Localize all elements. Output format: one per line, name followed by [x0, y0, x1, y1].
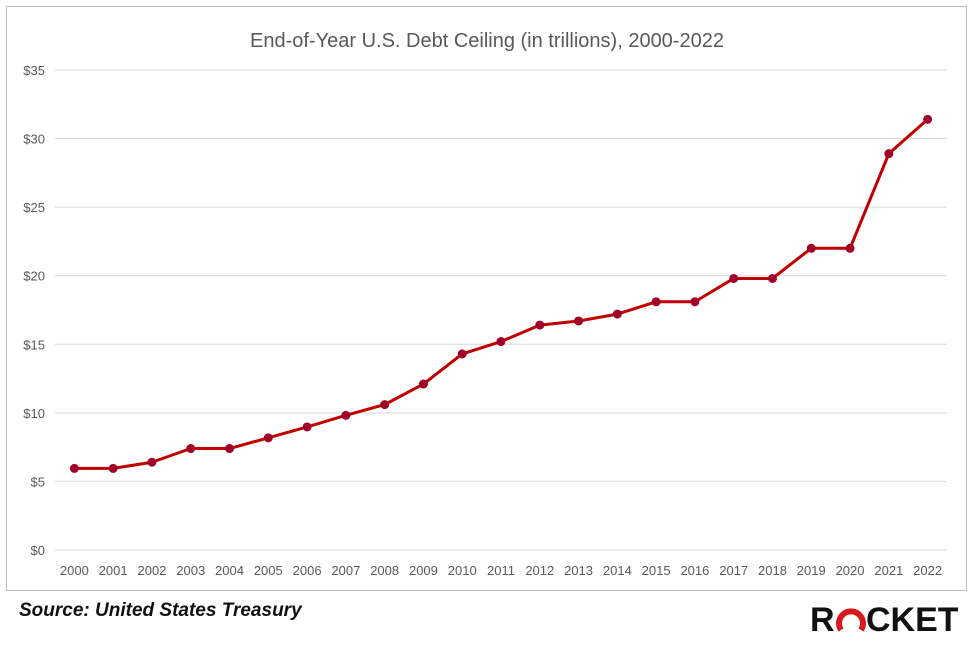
- y-tick-label: $5: [31, 474, 45, 489]
- x-tick-label: 2020: [836, 563, 865, 578]
- data-point: [108, 463, 118, 473]
- data-point: [651, 297, 661, 307]
- chart-frame: End-of-Year U.S. Debt Ceiling (in trilli…: [6, 6, 967, 591]
- x-tick-label: 2000: [60, 563, 89, 578]
- data-point: [418, 379, 428, 389]
- y-tick-label: $10: [23, 406, 45, 421]
- x-tick-label: 2014: [603, 563, 632, 578]
- svg-text:CKET: CKET: [866, 601, 958, 638]
- data-point: [845, 243, 855, 253]
- data-point: [302, 422, 312, 432]
- data-point: [380, 400, 390, 410]
- x-tick-label: 2015: [642, 563, 671, 578]
- data-point: [767, 273, 777, 283]
- data-point: [496, 337, 506, 347]
- y-axis-tick-labels: $0 $5 $10 $15 $20 $25 $30 $35: [23, 63, 45, 558]
- x-tick-label: 2012: [525, 563, 554, 578]
- x-tick-label: 2011: [487, 563, 515, 578]
- data-point: [690, 297, 700, 307]
- data-point: [186, 444, 196, 454]
- x-tick-label: 2019: [797, 563, 826, 578]
- y-tick-label: $0: [31, 543, 45, 558]
- x-tick-label: 2013: [564, 563, 593, 578]
- rocket-logo: R CKET: [810, 601, 958, 638]
- data-point: [147, 457, 157, 467]
- x-tick-label: 2005: [254, 563, 283, 578]
- data-point: [69, 463, 79, 473]
- data-point: [729, 273, 739, 283]
- x-tick-label: 2008: [370, 563, 399, 578]
- y-tick-label: $30: [23, 132, 45, 147]
- data-point: [574, 316, 584, 326]
- y-tick-label: $15: [23, 337, 45, 352]
- rocket-logo-o-icon: [836, 608, 866, 632]
- x-tick-label: 2022: [913, 563, 942, 578]
- data-point: [535, 320, 545, 330]
- data-point: [612, 309, 622, 319]
- grid-lines: [55, 69, 947, 551]
- y-tick-label: $20: [23, 269, 45, 284]
- x-tick-label: 2002: [137, 563, 166, 578]
- data-point: [806, 243, 816, 253]
- line-chart: End-of-Year U.S. Debt Ceiling (in trilli…: [23, 30, 947, 578]
- x-tick-label: 2007: [331, 563, 360, 578]
- x-tick-label: 2017: [719, 563, 748, 578]
- x-tick-label: 2021: [874, 563, 903, 578]
- source-note: Source: United States Treasury: [19, 600, 302, 621]
- svg-text:R: R: [810, 601, 835, 638]
- x-tick-label: 2001: [99, 563, 128, 578]
- x-tick-label: 2016: [680, 563, 709, 578]
- x-tick-label: 2009: [409, 563, 438, 578]
- data-point: [884, 149, 894, 159]
- chart-title: End-of-Year U.S. Debt Ceiling (in trilli…: [250, 30, 724, 52]
- x-tick-label: 2018: [758, 563, 787, 578]
- data-point: [923, 114, 933, 124]
- data-point: [457, 349, 467, 359]
- data-point: [263, 433, 273, 443]
- y-tick-label: $25: [23, 200, 45, 215]
- x-tick-label: 2004: [215, 563, 244, 578]
- x-tick-label: 2006: [293, 563, 322, 578]
- data-point: [341, 410, 351, 420]
- y-tick-label: $35: [23, 63, 45, 78]
- series-line: [72, 117, 930, 470]
- series-group: [69, 114, 933, 473]
- x-axis-tick-labels: 2000 2001 2002 2003 2004 2005 2006 2007 2008 2009…: [60, 563, 942, 578]
- x-tick-label: 2010: [448, 563, 477, 578]
- x-tick-label: 2003: [176, 563, 205, 578]
- data-point: [225, 444, 235, 454]
